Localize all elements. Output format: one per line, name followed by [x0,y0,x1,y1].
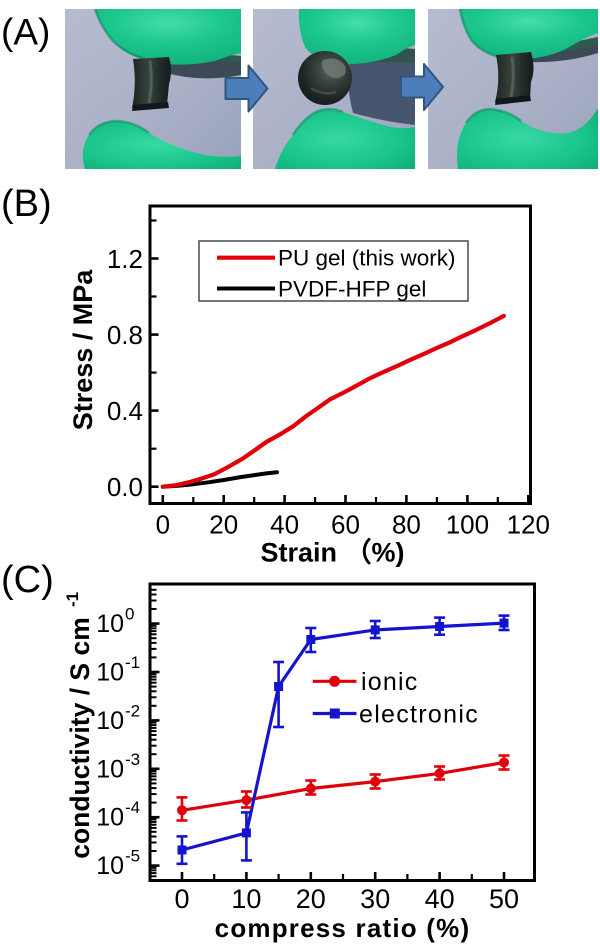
svg-text:-3: -3 [125,750,140,769]
svg-text:20: 20 [209,510,238,540]
svg-text:10: 10 [96,755,124,783]
svg-text:10: 10 [96,610,124,638]
svg-text:100: 100 [446,510,489,540]
svg-text:10: 10 [96,852,124,880]
svg-text:0: 0 [174,884,189,914]
svg-text:electronic: electronic [359,701,479,729]
svg-text:Stress / MPa: Stress / MPa [68,269,98,431]
svg-text:Strain （%): Strain （%) [260,538,404,568]
svg-text:conductivity / S cm: conductivity / S cm [65,617,95,859]
svg-text:1.2: 1.2 [107,244,143,274]
svg-text:-1: -1 [125,653,140,672]
svg-text:60: 60 [331,510,360,540]
svg-text:0: 0 [156,510,170,540]
svg-text:10: 10 [231,884,261,914]
svg-text:(B): (B) [1,183,52,225]
svg-text:compress ratio (%): compress ratio (%) [215,913,471,943]
svg-text:(A): (A) [1,12,50,53]
svg-text:PU gel (this work): PU gel (this work) [278,246,456,271]
svg-text:40: 40 [425,884,455,914]
svg-text:10: 10 [96,804,124,832]
svg-text:0.8: 0.8 [107,320,143,350]
svg-text:0.4: 0.4 [107,396,143,426]
svg-text:ionic: ionic [361,668,418,696]
svg-text:80: 80 [392,510,421,540]
svg-text:120: 120 [507,510,550,540]
svg-text:-5: -5 [125,847,140,866]
svg-text:30: 30 [360,884,390,914]
svg-text:10: 10 [96,707,124,735]
svg-text:(C): (C) [1,559,54,601]
svg-text:-2: -2 [125,701,140,720]
svg-text:PVDF-HFP gel: PVDF-HFP gel [278,277,426,302]
svg-text:40: 40 [270,510,299,540]
svg-text:50: 50 [489,884,519,914]
svg-text:20: 20 [296,884,326,914]
svg-text:10: 10 [96,659,124,687]
svg-text:-4: -4 [125,798,140,817]
svg-text:-1: -1 [63,592,82,607]
svg-text:0.0: 0.0 [107,472,143,502]
svg-text:0: 0 [125,605,134,624]
